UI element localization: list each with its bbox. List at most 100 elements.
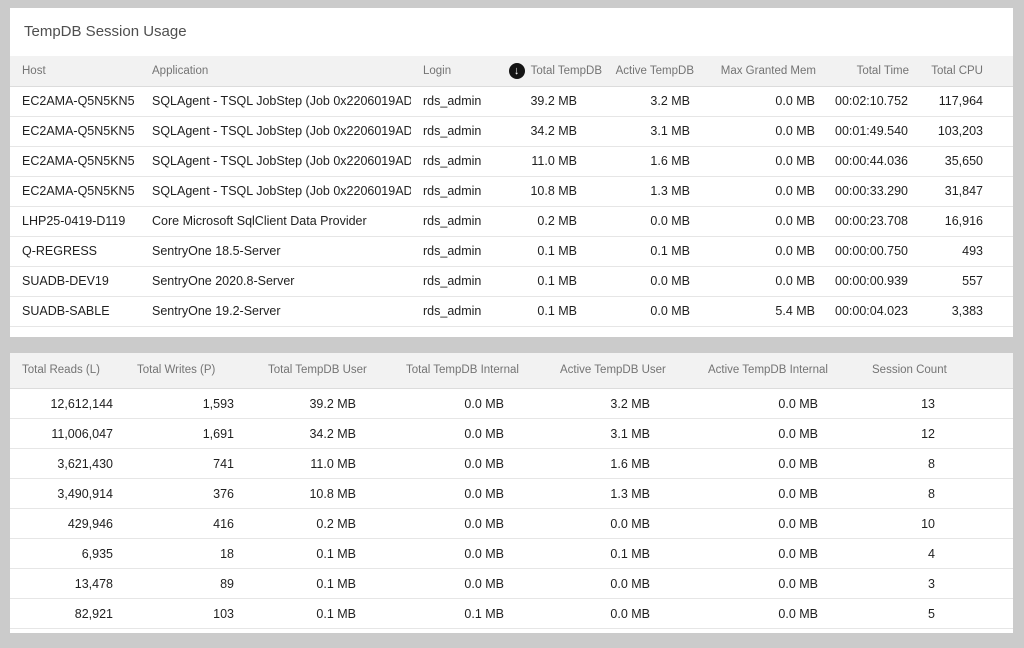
cell-total-reads: 3,621,430: [10, 448, 125, 479]
cell-total-tempdb-internal: 0.0 MB: [394, 538, 548, 569]
cell-total-writes: 376: [125, 478, 256, 509]
session-table-header-row: Host Application Login ↓ Total TempDB Act…: [10, 56, 1013, 87]
cell-total-cpu: 35,650: [914, 146, 1013, 177]
cell-active-tempdb: 3.2 MB: [607, 86, 699, 117]
cell-host: LHP25-0419-D119: [10, 206, 140, 237]
cell-total-time: 00:00:44.036: [821, 146, 914, 177]
cell-application: SQLAgent - TSQL JobStep (Job 0x2206019AD…: [140, 86, 411, 117]
cell-total-time: 00:00:00.750: [821, 236, 914, 267]
detail-row[interactable]: 3,621,430 741 11.0 MB 0.0 MB 1.6 MB 0.0 …: [10, 448, 1013, 479]
session-row[interactable]: EC2AMA-Q5N5KN5 SQLAgent - TSQL JobStep (…: [10, 146, 1013, 177]
session-row[interactable]: EC2AMA-Q5N5KN5 SQLAgent - TSQL JobStep (…: [10, 176, 1013, 207]
col-header-max-granted-mem[interactable]: Max Granted Mem: [699, 56, 821, 87]
cell-session-count: 12: [860, 418, 1013, 449]
detail-row[interactable]: 12,612,144 1,593 39.2 MB 0.0 MB 3.2 MB 0…: [10, 388, 1013, 419]
cell-total-writes: 1,691: [125, 418, 256, 449]
col-header-active-tempdb-user[interactable]: Active TempDB User: [548, 352, 696, 389]
cell-application: SentryOne 19.2-Server: [140, 296, 411, 327]
col-header-total-cpu[interactable]: Total CPU: [914, 56, 1013, 87]
cell-total-time: 00:00:00.939: [821, 266, 914, 297]
cell-total-tempdb-internal: 0.1 MB: [394, 598, 548, 629]
cell-application: SentryOne 2020.8-Server: [140, 266, 411, 297]
session-row[interactable]: SUADB-DEV19 SentryOne 2020.8-Server rds_…: [10, 266, 1013, 297]
cell-total-cpu: 493: [914, 236, 1013, 267]
cell-max-granted-mem: 0.0 MB: [699, 116, 821, 147]
cell-total-writes: 89: [125, 568, 256, 599]
col-header-total-tempdb[interactable]: ↓ Total TempDB: [491, 56, 607, 87]
col-header-total-tempdb-internal[interactable]: Total TempDB Internal: [394, 352, 548, 389]
cell-total-tempdb: 0.1 MB: [491, 266, 607, 297]
detail-row[interactable]: 6,935 18 0.1 MB 0.0 MB 0.1 MB 0.0 MB 4: [10, 538, 1013, 569]
detail-row[interactable]: 429,946 416 0.2 MB 0.0 MB 0.0 MB 0.0 MB …: [10, 508, 1013, 539]
cell-active-tempdb: 1.3 MB: [607, 176, 699, 207]
cell-active-tempdb-internal: 0.0 MB: [696, 448, 860, 479]
cell-active-tempdb-user: 3.1 MB: [548, 418, 696, 449]
cell-active-tempdb-internal: 0.0 MB: [696, 538, 860, 569]
cell-total-cpu: 16,916: [914, 206, 1013, 237]
col-header-total-tempdb-user[interactable]: Total TempDB User: [256, 352, 394, 389]
cell-total-cpu: 3,383: [914, 296, 1013, 327]
cell-login: rds_admin: [411, 86, 491, 117]
session-row[interactable]: Q-REGRESS SentryOne 18.5-Server rds_admi…: [10, 236, 1013, 267]
cell-total-tempdb-user: 39.2 MB: [256, 388, 394, 419]
cell-total-tempdb: 0.1 MB: [491, 236, 607, 267]
session-detail-table: Total Reads (L) Total Writes (P) Total T…: [10, 352, 1013, 629]
cell-total-cpu: 31,847: [914, 176, 1013, 207]
session-row[interactable]: SUADB-SABLE SentryOne 19.2-Server rds_ad…: [10, 296, 1013, 327]
cell-active-tempdb-internal: 0.0 MB: [696, 568, 860, 599]
col-header-active-tempdb[interactable]: Active TempDB: [607, 56, 699, 87]
cell-total-tempdb: 0.2 MB: [491, 206, 607, 237]
cell-max-granted-mem: 5.4 MB: [699, 296, 821, 327]
cell-total-reads: 6,935: [10, 538, 125, 569]
cell-active-tempdb: 0.0 MB: [607, 266, 699, 297]
col-header-host[interactable]: Host: [10, 56, 140, 87]
cell-total-tempdb-user: 0.1 MB: [256, 568, 394, 599]
cell-total-reads: 13,478: [10, 568, 125, 599]
cell-host: SUADB-SABLE: [10, 296, 140, 327]
cell-total-cpu: 557: [914, 266, 1013, 297]
col-header-total-reads[interactable]: Total Reads (L): [10, 352, 125, 389]
cell-total-reads: 429,946: [10, 508, 125, 539]
sort-descending-icon: ↓: [508, 62, 525, 79]
col-header-application[interactable]: Application: [140, 56, 411, 87]
cell-session-count: 8: [860, 448, 1013, 479]
col-header-total-time[interactable]: Total Time: [821, 56, 914, 87]
cell-total-cpu: 103,203: [914, 116, 1013, 147]
cell-total-writes: 1,593: [125, 388, 256, 419]
page: TempDB Session Usage Host Application Lo…: [0, 8, 1024, 633]
session-row[interactable]: EC2AMA-Q5N5KN5 SQLAgent - TSQL JobStep (…: [10, 116, 1013, 147]
col-header-total-writes[interactable]: Total Writes (P): [125, 352, 256, 389]
cell-total-tempdb-internal: 0.0 MB: [394, 478, 548, 509]
col-header-active-tempdb-internal[interactable]: Active TempDB Internal: [696, 352, 860, 389]
detail-row[interactable]: 82,921 103 0.1 MB 0.1 MB 0.0 MB 0.0 MB 5: [10, 598, 1013, 629]
col-header-session-count[interactable]: Session Count: [860, 352, 1013, 389]
cell-total-tempdb: 34.2 MB: [491, 116, 607, 147]
cell-max-granted-mem: 0.0 MB: [699, 146, 821, 177]
cell-total-writes: 103: [125, 598, 256, 629]
cell-total-tempdb-user: 0.1 MB: [256, 538, 394, 569]
detail-row[interactable]: 11,006,047 1,691 34.2 MB 0.0 MB 3.1 MB 0…: [10, 418, 1013, 449]
cell-total-tempdb-internal: 0.0 MB: [394, 508, 548, 539]
panel-title: TempDB Session Usage: [24, 23, 187, 40]
col-header-login[interactable]: Login: [411, 56, 491, 87]
cell-total-writes: 741: [125, 448, 256, 479]
cell-host: SUADB-DEV19: [10, 266, 140, 297]
cell-active-tempdb: 1.6 MB: [607, 146, 699, 177]
session-row[interactable]: LHP25-0419-D119 Core Microsoft SqlClient…: [10, 206, 1013, 237]
cell-total-tempdb-internal: 0.0 MB: [394, 448, 548, 479]
detail-row[interactable]: 3,490,914 376 10.8 MB 0.0 MB 1.3 MB 0.0 …: [10, 478, 1013, 509]
detail-row[interactable]: 13,478 89 0.1 MB 0.0 MB 0.0 MB 0.0 MB 3: [10, 568, 1013, 599]
cell-total-writes: 416: [125, 508, 256, 539]
cell-active-tempdb: 0.0 MB: [607, 296, 699, 327]
tempdb-session-usage-panel: TempDB Session Usage Host Application Lo…: [10, 8, 1013, 337]
cell-login: rds_admin: [411, 116, 491, 147]
session-usage-table: Host Application Login ↓ Total TempDB Act…: [10, 56, 1013, 327]
cell-application: SQLAgent - TSQL JobStep (Job 0x2206019AD…: [140, 176, 411, 207]
session-row[interactable]: EC2AMA-Q5N5KN5 SQLAgent - TSQL JobStep (…: [10, 86, 1013, 117]
cell-total-tempdb-user: 0.2 MB: [256, 508, 394, 539]
cell-max-granted-mem: 0.0 MB: [699, 266, 821, 297]
cell-active-tempdb-user: 3.2 MB: [548, 388, 696, 419]
cell-session-count: 8: [860, 478, 1013, 509]
cell-total-writes: 18: [125, 538, 256, 569]
cell-total-tempdb: 0.1 MB: [491, 296, 607, 327]
